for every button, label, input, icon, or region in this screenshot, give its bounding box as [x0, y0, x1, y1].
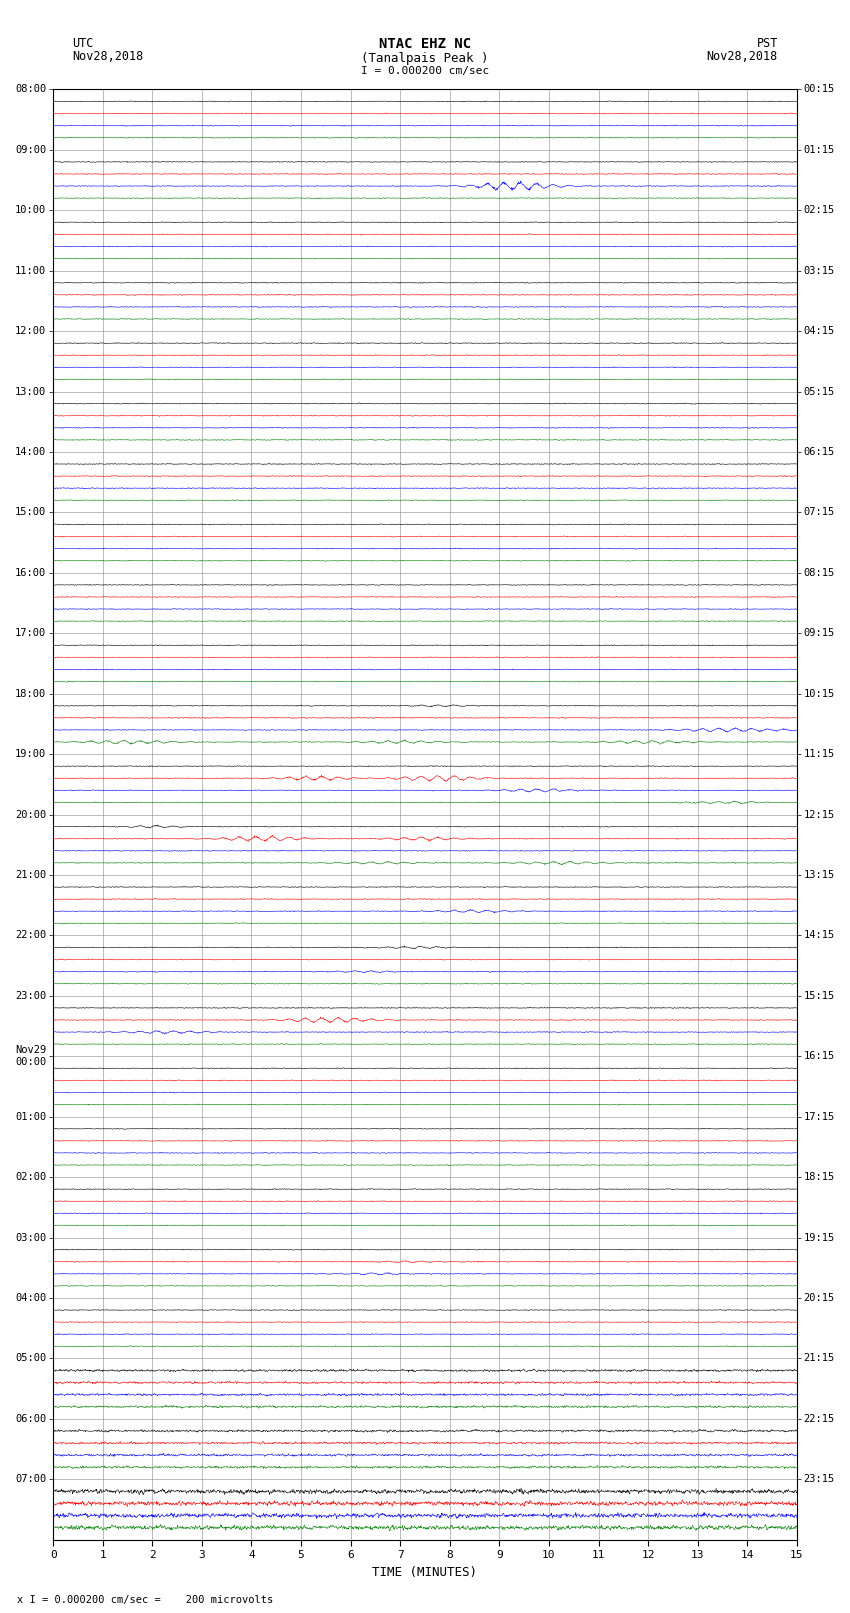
Text: x I = 0.000200 cm/sec =    200 microvolts: x I = 0.000200 cm/sec = 200 microvolts: [17, 1595, 273, 1605]
X-axis label: TIME (MINUTES): TIME (MINUTES): [372, 1566, 478, 1579]
Text: Nov28,2018: Nov28,2018: [706, 50, 778, 63]
Text: PST: PST: [756, 37, 778, 50]
Text: (Tanalpais Peak ): (Tanalpais Peak ): [361, 52, 489, 65]
Text: Nov28,2018: Nov28,2018: [72, 50, 144, 63]
Text: I = 0.000200 cm/sec: I = 0.000200 cm/sec: [361, 66, 489, 76]
Text: UTC: UTC: [72, 37, 94, 50]
Text: NTAC EHZ NC: NTAC EHZ NC: [379, 37, 471, 52]
